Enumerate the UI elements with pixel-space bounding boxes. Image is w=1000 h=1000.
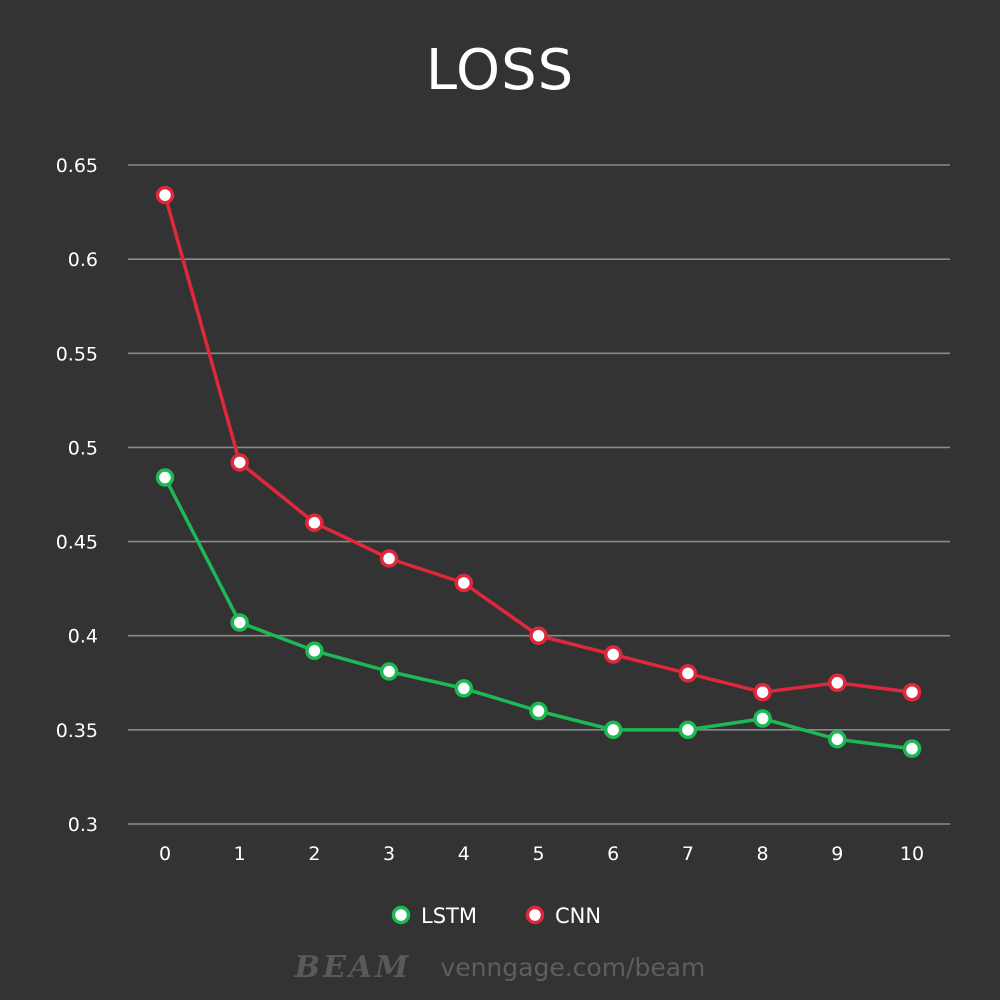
legend: LSTM CNN bbox=[391, 904, 601, 928]
y-tick-label: 0.35 bbox=[56, 720, 98, 742]
data-point-cnn bbox=[753, 682, 772, 702]
x-tick-label: 7 bbox=[682, 843, 694, 865]
y-axis-ticks: 0.3 0.35 0.4 0.45 0.5 0.55 0.6 0.65 bbox=[56, 155, 98, 836]
y-tick-label: 0.5 bbox=[68, 437, 98, 459]
legend-marker-cnn bbox=[525, 905, 545, 925]
y-tick-label: 0.45 bbox=[56, 532, 98, 554]
data-point-lstm bbox=[379, 662, 399, 681]
data-point-cnn bbox=[454, 573, 474, 593]
data-point-lstm bbox=[678, 720, 698, 740]
series-line-cnn bbox=[163, 193, 914, 694]
x-tick-label: 10 bbox=[900, 843, 924, 865]
x-tick-label: 6 bbox=[607, 843, 619, 865]
legend-label-lstm: LSTM bbox=[421, 904, 477, 928]
data-point-lstm bbox=[230, 613, 249, 632]
x-tick-label: 2 bbox=[308, 843, 320, 865]
chart-title: LOSS bbox=[425, 38, 575, 103]
y-tick-label: 0.65 bbox=[56, 155, 98, 177]
x-tick-label: 0 bbox=[159, 843, 171, 865]
legend-label-cnn: CNN bbox=[555, 904, 601, 928]
x-tick-label: 4 bbox=[458, 843, 470, 865]
x-tick-label: 8 bbox=[757, 843, 769, 865]
legend-marker-lstm bbox=[391, 905, 411, 925]
data-point-cnn bbox=[678, 664, 698, 683]
data-point-lstm bbox=[155, 468, 175, 487]
data-point-cnn bbox=[230, 453, 249, 472]
x-tick-label: 3 bbox=[383, 843, 395, 865]
x-axis-ticks: 0 1 2 3 4 5 6 7 8 9 10 bbox=[159, 843, 924, 865]
data-point-cnn bbox=[379, 549, 399, 568]
y-tick-label: 0.55 bbox=[56, 343, 98, 365]
beam-logo: BEAM bbox=[294, 950, 412, 985]
series-lines bbox=[163, 193, 914, 751]
gridlines bbox=[128, 164, 950, 825]
data-point-lstm bbox=[828, 730, 847, 749]
data-point-lstm bbox=[603, 720, 623, 740]
y-tick-label: 0.3 bbox=[68, 814, 98, 836]
data-point-cnn bbox=[305, 513, 324, 532]
y-tick-label: 0.6 bbox=[68, 249, 98, 271]
data-point-cnn bbox=[529, 626, 548, 645]
data-point-cnn bbox=[603, 645, 623, 664]
footer-url: venngage.com/beam bbox=[440, 953, 706, 982]
x-tick-label: 9 bbox=[831, 843, 843, 865]
x-tick-label: 1 bbox=[234, 843, 246, 865]
data-point-lstm bbox=[902, 739, 922, 758]
data-point-lstm bbox=[529, 701, 548, 721]
data-point-lstm bbox=[454, 679, 474, 698]
y-tick-label: 0.4 bbox=[68, 626, 98, 648]
data-point-lstm bbox=[305, 641, 324, 661]
data-point-cnn bbox=[902, 682, 922, 702]
footer: BEAM venngage.com/beam bbox=[0, 950, 1000, 994]
series-points bbox=[155, 185, 922, 758]
x-tick-label: 5 bbox=[532, 843, 544, 865]
data-point-lstm bbox=[753, 709, 772, 728]
data-point-cnn bbox=[828, 673, 847, 693]
data-point-cnn bbox=[155, 185, 175, 205]
